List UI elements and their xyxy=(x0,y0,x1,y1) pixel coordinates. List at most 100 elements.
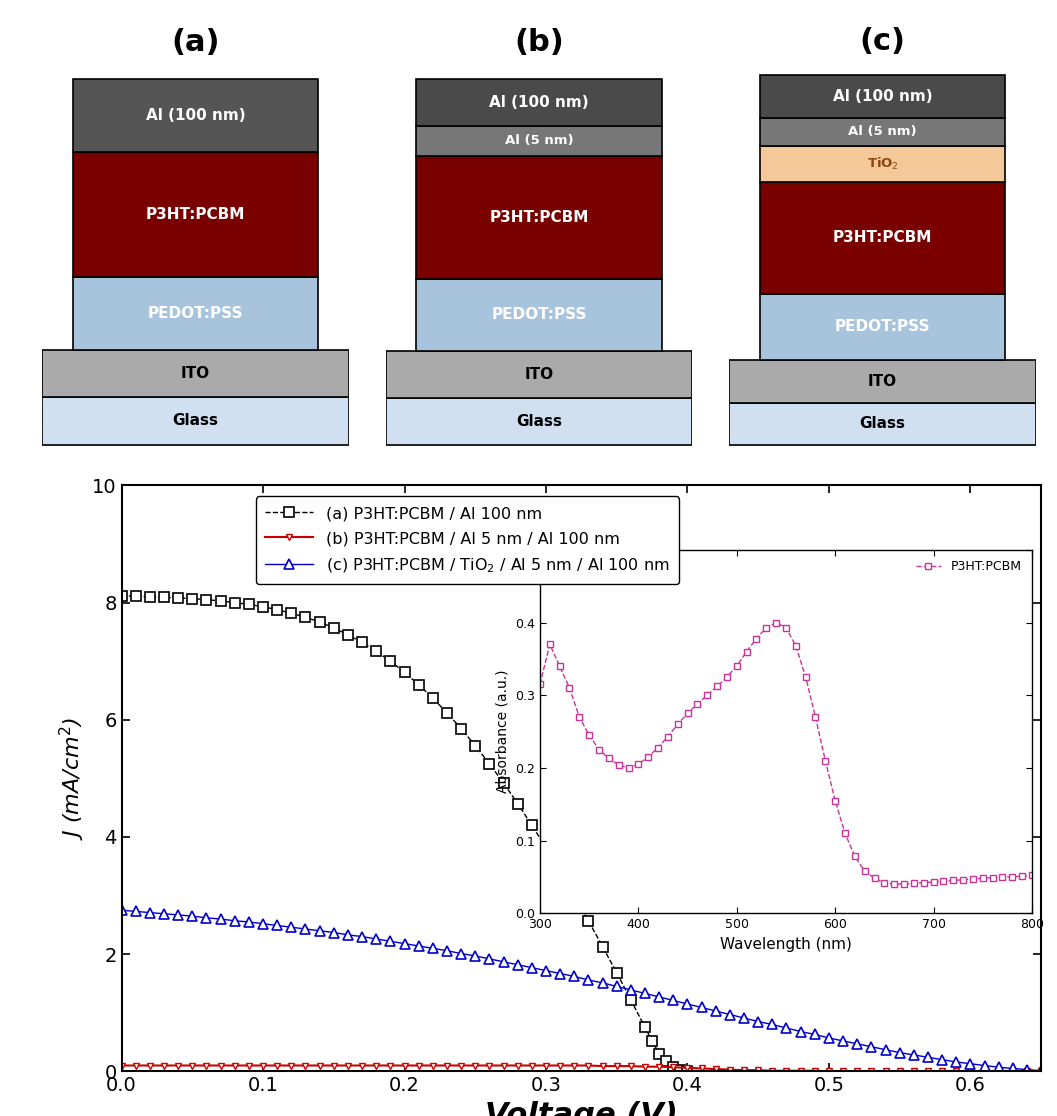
(a) P3HT:PCBM / Al 100 nm xyxy=(469,739,482,752)
(c) P3HT:PCBM / TiO$_2$ / Al 5 nm / Al 100 nm xyxy=(257,917,270,931)
(c) P3HT:PCBM / TiO$_2$ / Al 5 nm / Al 100 nm xyxy=(964,1057,977,1070)
(a) P3HT:PCBM / Al 100 nm xyxy=(525,819,538,833)
Text: (b): (b) xyxy=(514,28,564,57)
(b) P3HT:PCBM / Al 5 nm / Al 100 nm xyxy=(341,1059,354,1072)
(a) P3HT:PCBM / Al 100 nm xyxy=(638,1021,651,1035)
Bar xyxy=(73,153,318,277)
Text: Al (100 nm): Al (100 nm) xyxy=(833,89,932,104)
Bar xyxy=(416,79,662,126)
Text: ITO: ITO xyxy=(181,366,210,381)
Line: (c) P3HT:PCBM / TiO$_2$ / Al 5 nm / Al 100 nm: (c) P3HT:PCBM / TiO$_2$ / Al 5 nm / Al 1… xyxy=(116,905,1046,1076)
(a) P3HT:PCBM / Al 100 nm xyxy=(328,622,340,635)
(a) P3HT:PCBM / Al 100 nm xyxy=(129,589,142,603)
(a) P3HT:PCBM / Al 100 nm xyxy=(228,596,241,609)
(a) P3HT:PCBM / Al 100 nm xyxy=(667,1060,680,1074)
Bar xyxy=(416,279,662,350)
(a) P3HT:PCBM / Al 100 nm xyxy=(681,1065,693,1078)
Bar xyxy=(729,403,1036,445)
Bar xyxy=(73,277,318,349)
Bar xyxy=(760,294,1005,359)
Text: PEDOT:PSS: PEDOT:PSS xyxy=(835,319,930,335)
Text: Al (100 nm): Al (100 nm) xyxy=(146,108,245,123)
Text: Glass: Glass xyxy=(172,413,219,429)
(a) P3HT:PCBM / Al 100 nm xyxy=(341,628,354,642)
Bar xyxy=(416,126,662,156)
Bar xyxy=(386,397,692,445)
(a) P3HT:PCBM / Al 100 nm xyxy=(271,603,283,616)
(a) P3HT:PCBM / Al 100 nm xyxy=(200,593,212,606)
Text: (a): (a) xyxy=(171,28,220,57)
(a) P3HT:PCBM / Al 100 nm xyxy=(625,993,637,1007)
(c) P3HT:PCBM / TiO$_2$ / Al 5 nm / Al 100 nm xyxy=(115,904,128,917)
(a) P3HT:PCBM / Al 100 nm xyxy=(384,654,396,667)
(a) P3HT:PCBM / Al 100 nm xyxy=(646,1035,659,1048)
(a) P3HT:PCBM / Al 100 nm xyxy=(596,940,609,953)
(a) P3HT:PCBM / Al 100 nm xyxy=(674,1064,687,1077)
(b) P3HT:PCBM / Al 5 nm / Al 100 nm xyxy=(398,1059,411,1072)
(a) P3HT:PCBM / Al 100 nm xyxy=(653,1047,666,1060)
(a) P3HT:PCBM / Al 100 nm xyxy=(370,645,383,658)
(c) P3HT:PCBM / TiO$_2$ / Al 5 nm / Al 100 nm xyxy=(341,929,354,942)
(a) P3HT:PCBM / Al 100 nm xyxy=(512,797,524,810)
Text: TiO$_2$: TiO$_2$ xyxy=(867,156,898,172)
(b) P3HT:PCBM / Al 5 nm / Al 100 nm xyxy=(115,1059,128,1072)
(a) P3HT:PCBM / Al 100 nm xyxy=(412,679,425,692)
Text: Glass: Glass xyxy=(859,416,906,432)
Line: (b) P3HT:PCBM / Al 5 nm / Al 100 nm: (b) P3HT:PCBM / Al 5 nm / Al 100 nm xyxy=(118,1062,1044,1075)
(c) P3HT:PCBM / TiO$_2$ / Al 5 nm / Al 100 nm xyxy=(1035,1064,1047,1077)
(b) P3HT:PCBM / Al 5 nm / Al 100 nm xyxy=(851,1065,864,1078)
Text: ITO: ITO xyxy=(524,367,554,382)
Bar xyxy=(760,118,1005,146)
(a) P3HT:PCBM / Al 100 nm xyxy=(540,840,553,854)
(a) P3HT:PCBM / Al 100 nm xyxy=(426,692,439,705)
(a) P3HT:PCBM / Al 100 nm xyxy=(172,591,185,605)
Bar xyxy=(729,359,1036,403)
Text: PEDOT:PSS: PEDOT:PSS xyxy=(148,306,243,320)
(a) P3HT:PCBM / Al 100 nm xyxy=(660,1055,672,1068)
(a) P3HT:PCBM / Al 100 nm xyxy=(356,636,369,650)
(a) P3HT:PCBM / Al 100 nm xyxy=(285,606,298,619)
(a) P3HT:PCBM / Al 100 nm xyxy=(242,598,255,612)
(a) P3HT:PCBM / Al 100 nm xyxy=(313,615,326,628)
Bar xyxy=(73,79,318,153)
(b) P3HT:PCBM / Al 5 nm / Al 100 nm xyxy=(978,1065,990,1078)
Text: Glass: Glass xyxy=(516,414,562,429)
(c) P3HT:PCBM / TiO$_2$ / Al 5 nm / Al 100 nm xyxy=(512,958,524,971)
(a) P3HT:PCBM / Al 100 nm xyxy=(215,594,227,607)
Text: Al (100 nm): Al (100 nm) xyxy=(489,95,589,109)
Legend: (a) P3HT:PCBM / Al 100 nm, (b) P3HT:PCBM / Al 5 nm / Al 100 nm, (c) P3HT:PCBM / : (a) P3HT:PCBM / Al 100 nm, (b) P3HT:PCBM… xyxy=(256,497,679,585)
Y-axis label: J (mA/cm$^2$): J (mA/cm$^2$) xyxy=(57,716,87,840)
(a) P3HT:PCBM / Al 100 nm xyxy=(257,600,270,614)
Bar xyxy=(760,75,1005,118)
(a) P3HT:PCBM / Al 100 nm xyxy=(455,722,467,735)
(b) P3HT:PCBM / Al 5 nm / Al 100 nm xyxy=(186,1059,199,1072)
(a) P3HT:PCBM / Al 100 nm xyxy=(144,590,156,604)
(c) P3HT:PCBM / TiO$_2$ / Al 5 nm / Al 100 nm xyxy=(837,1035,850,1048)
(a) P3HT:PCBM / Al 100 nm xyxy=(115,589,128,603)
Line: (a) P3HT:PCBM / Al 100 nm: (a) P3HT:PCBM / Al 100 nm xyxy=(117,591,692,1076)
Text: (c): (c) xyxy=(859,27,906,56)
Bar xyxy=(386,350,692,397)
(a) P3HT:PCBM / Al 100 nm xyxy=(483,757,496,770)
Bar xyxy=(760,182,1005,294)
(a) P3HT:PCBM / Al 100 nm xyxy=(299,610,312,624)
Text: Al (5 nm): Al (5 nm) xyxy=(848,125,916,138)
(a) P3HT:PCBM / Al 100 nm xyxy=(497,777,509,790)
Bar xyxy=(416,156,662,279)
(a) P3HT:PCBM / Al 100 nm xyxy=(582,914,595,927)
Text: P3HT:PCBM: P3HT:PCBM xyxy=(489,210,589,224)
(a) P3HT:PCBM / Al 100 nm xyxy=(568,888,580,902)
(a) P3HT:PCBM / Al 100 nm xyxy=(610,966,623,980)
Bar xyxy=(42,397,349,444)
(b) P3HT:PCBM / Al 5 nm / Al 100 nm xyxy=(512,1059,524,1072)
Text: ITO: ITO xyxy=(868,374,897,388)
X-axis label: Voltage (V): Voltage (V) xyxy=(485,1100,678,1116)
Text: PEDOT:PSS: PEDOT:PSS xyxy=(492,307,587,323)
(a) P3HT:PCBM / Al 100 nm xyxy=(186,591,199,605)
Bar xyxy=(760,146,1005,182)
Text: P3HT:PCBM: P3HT:PCBM xyxy=(146,206,245,222)
(a) P3HT:PCBM / Al 100 nm xyxy=(441,706,453,720)
(a) P3HT:PCBM / Al 100 nm xyxy=(398,665,411,679)
(b) P3HT:PCBM / Al 5 nm / Al 100 nm xyxy=(1035,1065,1047,1078)
(a) P3HT:PCBM / Al 100 nm xyxy=(554,864,567,877)
